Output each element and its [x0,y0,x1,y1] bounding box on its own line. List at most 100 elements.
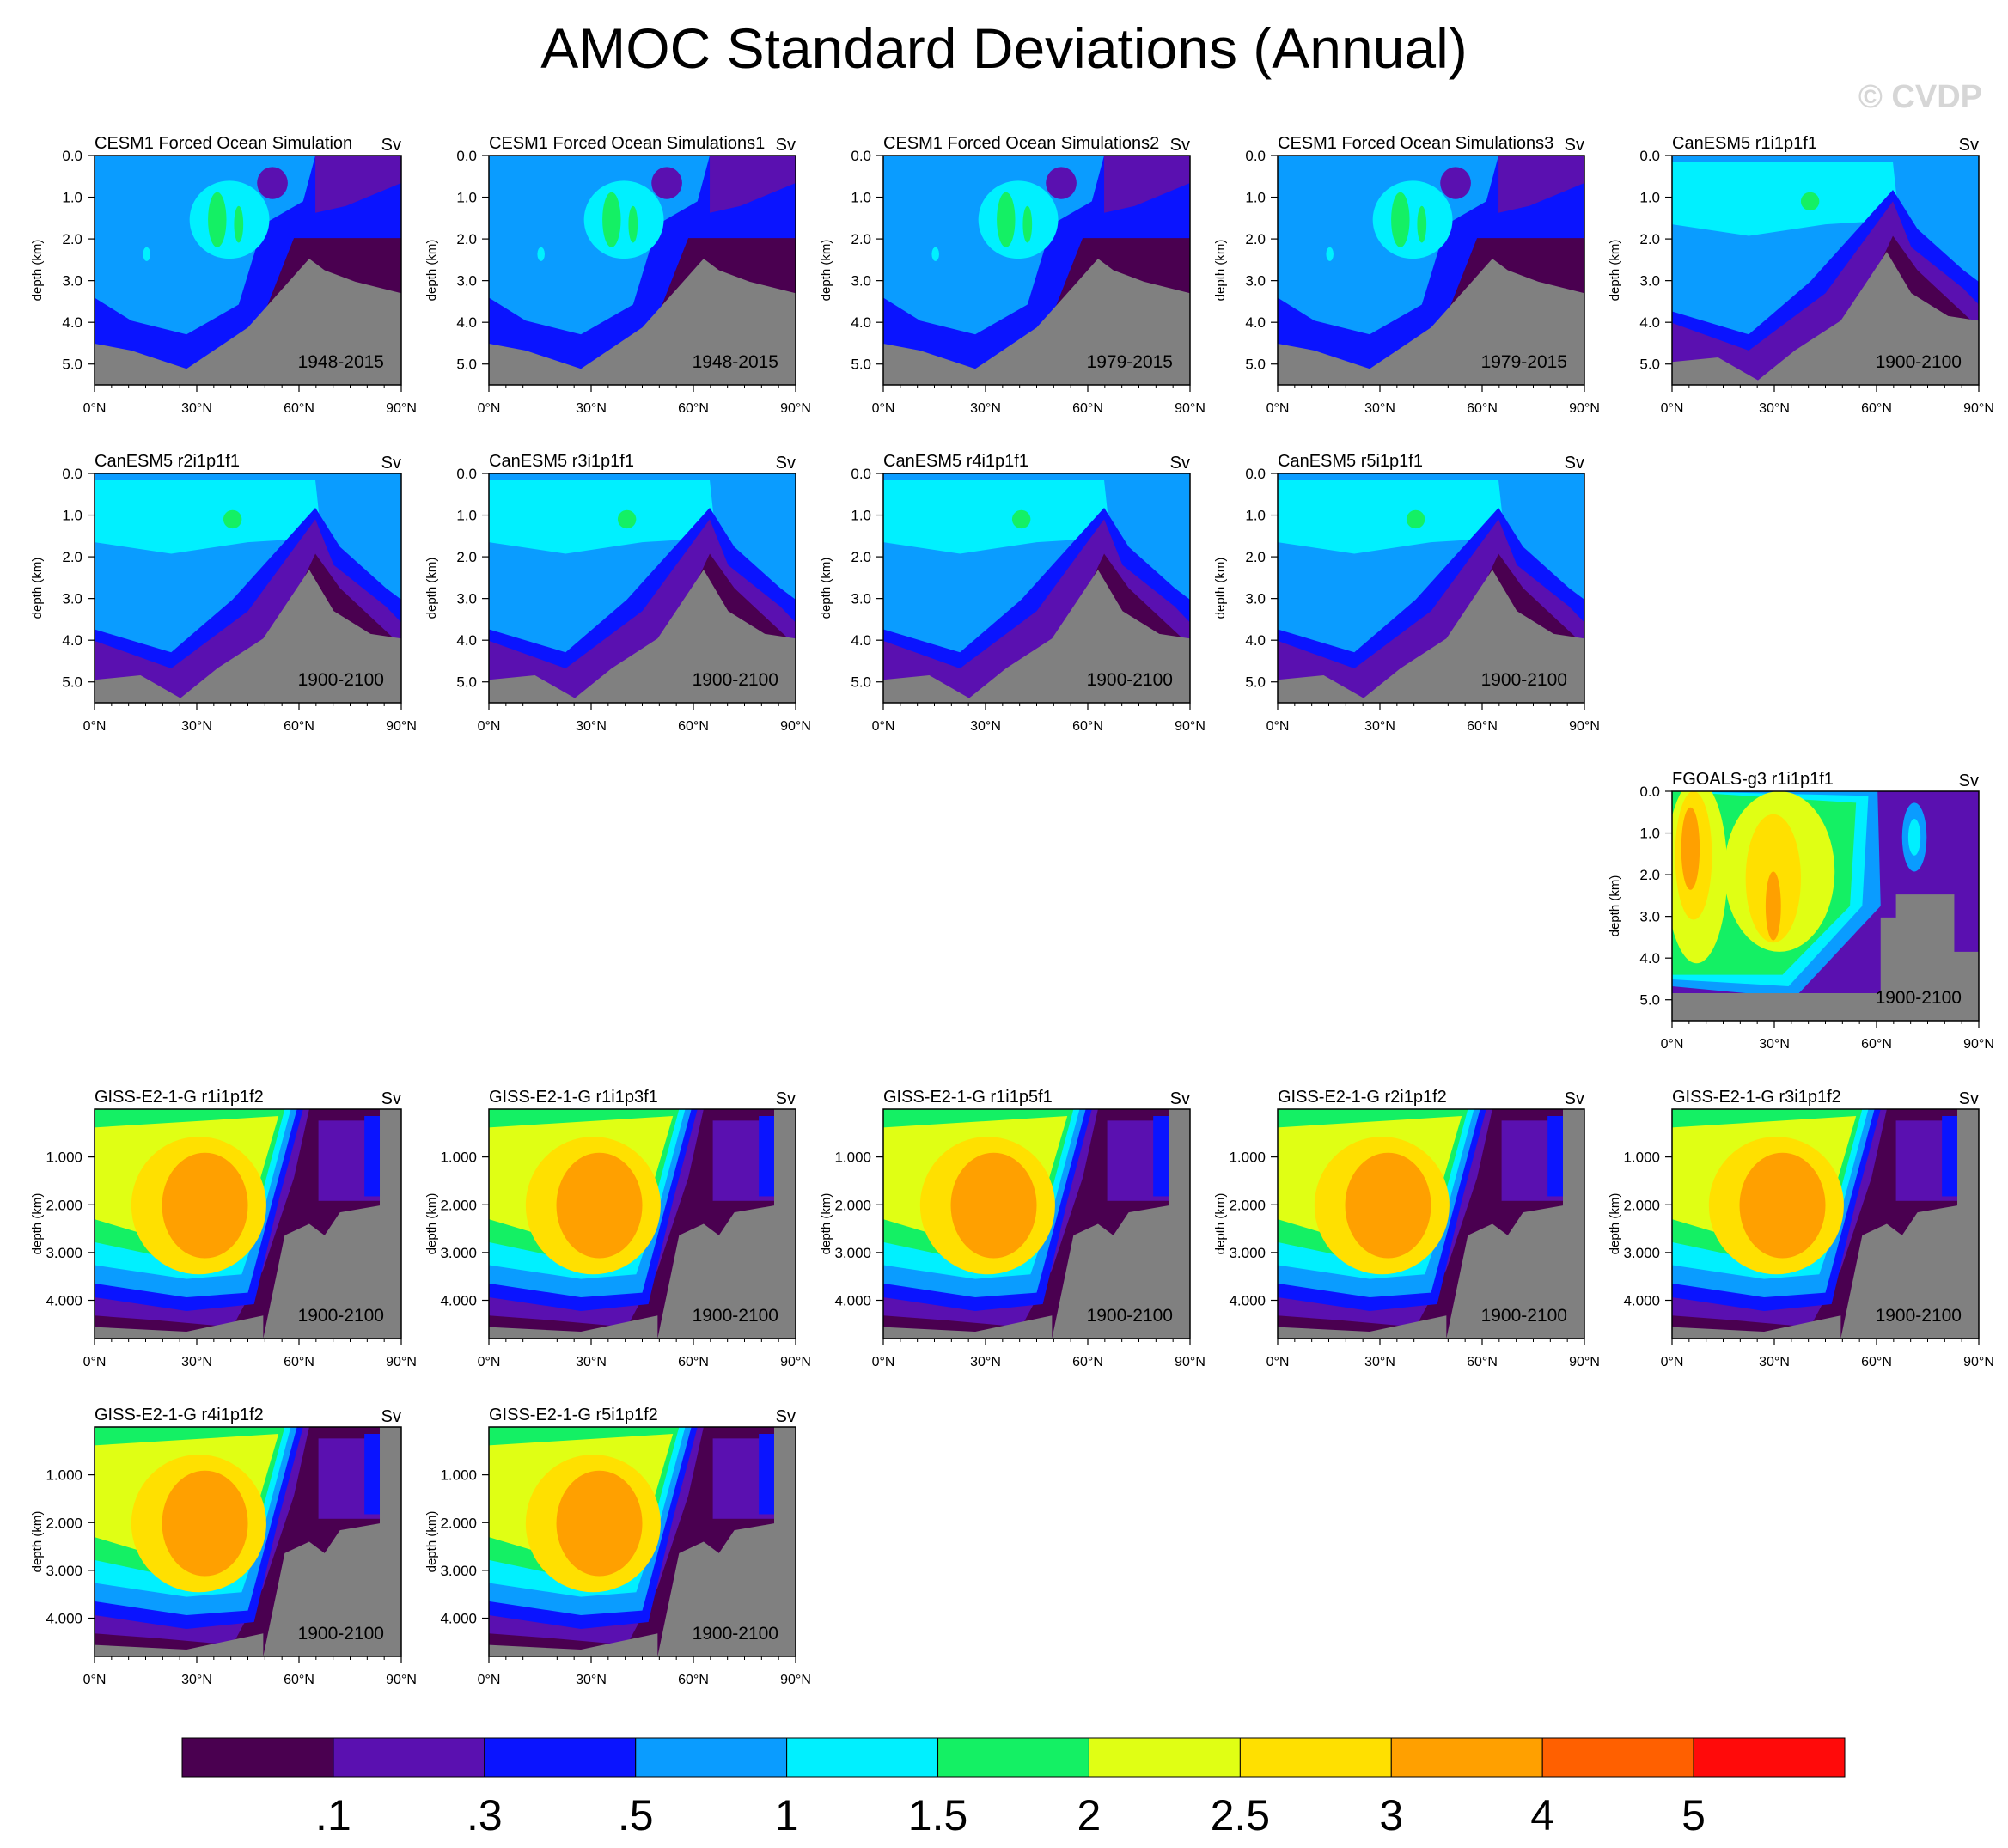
panel-15: GISS-E2-1-G r3i1p1f2 Sv 1.000 2.000 3.000 4.0… [1608,1088,1994,1369]
land-mask [489,259,796,385]
y-axis-label: depth (km) [424,1511,439,1573]
x-tick-label: 0°N [1661,1037,1684,1052]
y-tick-label: 3.0 [1245,273,1266,290]
panel-16: GISS-E2-1-G r4i1p1f2 Sv 1.000 2.000 3.000 4.0… [30,1406,417,1687]
level-4-region [95,480,322,554]
x-tick-label: 90°N [1175,719,1205,734]
colorbar-swatch [1541,1737,1694,1778]
y-axis-label: depth (km) [30,240,45,302]
land-mask [1052,1109,1190,1339]
level-8-blob-0 [950,1152,1037,1259]
period-label: 1900-2100 [298,670,384,690]
level-5-blob-0 [223,509,242,529]
y-tick-label: 4.0 [851,314,871,331]
x-tick-label: 60°N [1467,401,1498,416]
x-tick-label: 60°N [1467,1355,1498,1369]
y-tick-label: 2.0 [62,549,82,565]
level-2-patch [1547,1116,1564,1197]
panel-13: GISS-E2-1-G r1i1p5f1 Sv 1.000 2.000 3.000 4.0… [819,1088,1205,1369]
panel-units: Sv [776,1089,796,1108]
land-mask [489,570,796,703]
y-axis-label: depth (km) [1608,1193,1622,1255]
y-tick-label: 3.0 [62,273,82,290]
y-tick-label: 3.000 [1623,1245,1660,1261]
panel-7: CanESM5 r3i1p1f1 Sv 0.0 1.0 2.0 3.0 4.0 5.0 dept… [424,452,811,734]
y-tick-label: 3.000 [440,1245,477,1261]
x-tick-label: 30°N [181,719,212,734]
y-tick-label: 0.0 [1245,148,1266,164]
blob-0 [651,167,682,199]
y-tick-label: 0.0 [456,148,477,164]
panel-5: CanESM5 r1i1p1f1 Sv 0.0 1.0 2.0 3.0 4.0 5.0 dept… [1608,134,1994,416]
y-tick-label: 4.0 [1245,632,1266,649]
y-tick-label: 4.0 [1639,950,1660,967]
x-tick-label: 90°N [386,1355,417,1369]
y-tick-label: 2.0 [1639,231,1660,247]
y-tick-label: 0.0 [456,466,477,482]
y-axis-label: depth (km) [30,558,45,619]
panel-units: Sv [1959,772,1979,790]
y-tick-label: 3.0 [851,273,871,290]
land-mask [95,570,401,703]
land-mask [1840,1109,1979,1339]
y-tick-label: 3.0 [62,591,82,607]
y-tick-label: 1.0 [1245,508,1266,524]
y-tick-label: 4.0 [456,632,477,649]
y-tick-label: 2.0 [1245,231,1266,247]
level-4-blob-0 [1372,180,1453,259]
colorbar-label: 3 [1379,1791,1403,1839]
panel-title: GISS-E2-1-G r4i1p1f2 [95,1406,264,1424]
panel-title: CanESM5 r1i1p1f1 [1672,134,1817,153]
y-tick-label: 3.0 [456,591,477,607]
contour-field [883,156,1190,385]
y-tick-label: 1.000 [440,1467,477,1484]
y-axis-label: depth (km) [1213,240,1228,302]
level-5-blob-0 [997,192,1016,247]
y-tick-label: 2.000 [834,1197,871,1213]
panel-units: Sv [1565,454,1584,473]
panel-10: FGOALS-g3 r1i1p1f1 Sv 0.0 1.0 2.0 3.0 4.0 5.0 de… [1608,770,1994,1052]
x-tick-label: 90°N [1569,401,1600,416]
x-tick-label: 30°N [1759,1037,1790,1052]
y-tick-label: 4.000 [440,1293,477,1309]
contour-field [95,1427,401,1656]
y-tick-label: 4.0 [851,632,871,649]
level-2-patch [364,1434,381,1515]
land-mask-bottom [489,1315,658,1339]
x-tick-label: 30°N [1364,719,1395,734]
x-tick-label: 0°N [478,401,501,416]
y-tick-label: 2.0 [1245,549,1266,565]
x-tick-label: 60°N [1467,719,1498,734]
panel-4: CESM1 Forced Ocean Simulations3 Sv 0.0 1.0 2… [1213,134,1600,416]
x-tick-label: 0°N [478,1355,501,1369]
contour-field [883,473,1190,703]
panel-units: Sv [1170,1089,1190,1108]
level-5-blob-1 [1022,205,1033,243]
colorbar-label: .3 [467,1791,503,1839]
y-tick-label: 2.0 [851,549,871,565]
panel-units: Sv [381,454,401,473]
level-4-blob-1 [931,247,939,261]
panel-units: Sv [776,454,796,473]
level-4-blob-0 [1907,819,1921,856]
contour-field [1278,156,1584,385]
x-tick-label: 0°N [83,401,107,416]
y-tick-label: 0.0 [851,148,871,164]
x-tick-label: 0°N [1661,1355,1684,1369]
x-tick-label: 30°N [576,719,607,734]
colorbar-label: 2.5 [1211,1791,1271,1839]
y-tick-label: 1.0 [851,508,871,524]
y-tick-label: 1.000 [1623,1150,1660,1166]
y-tick-label: 4.0 [1639,314,1660,331]
x-tick-label: 60°N [284,1673,314,1687]
panel-units: Sv [1170,136,1190,155]
x-tick-label: 60°N [284,719,314,734]
x-tick-label: 0°N [872,1355,895,1369]
x-tick-label: 0°N [1266,1355,1290,1369]
panel-units: Sv [1170,454,1190,473]
y-tick-label: 5.0 [456,674,477,691]
period-label: 1900-2100 [693,1624,778,1644]
level-4-region [1278,480,1505,554]
contour-field [489,1427,796,1656]
level-8-blob-0 [1681,807,1700,890]
